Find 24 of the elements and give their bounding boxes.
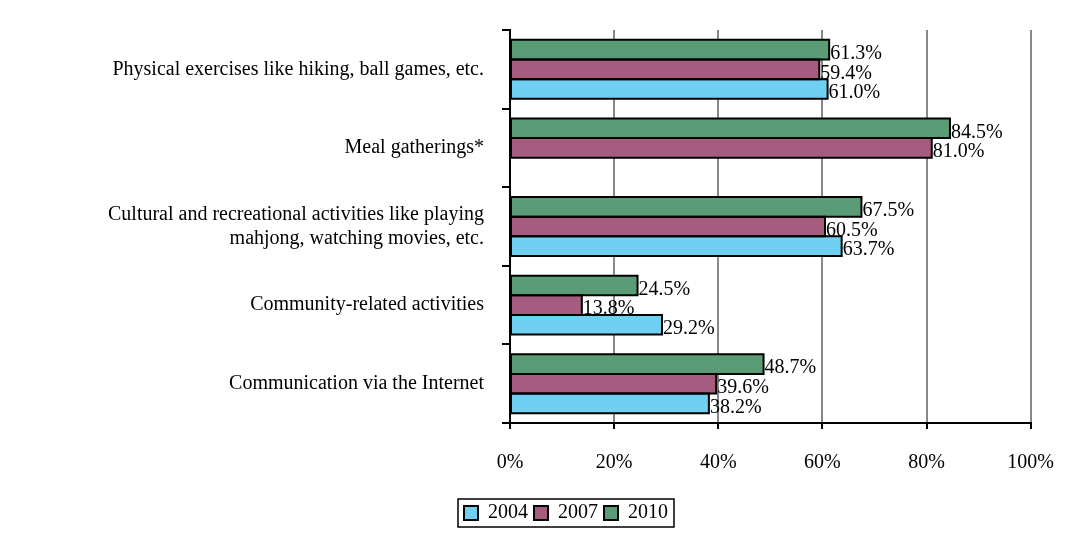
legend-label: 2004 — [488, 500, 528, 523]
data-label: 24.5% — [638, 276, 691, 299]
data-label: 61.3% — [830, 40, 882, 63]
y-tick-label: Meal gatherings* — [344, 135, 484, 159]
legend-label: 2007 — [558, 500, 598, 523]
x-tick-label: 20% — [595, 450, 633, 473]
data-label: 13.8% — [582, 296, 635, 319]
data-label: 84.5% — [950, 119, 1003, 142]
x-tick-label: 0% — [496, 450, 524, 473]
y-tick-label: Cultural and recreational activities like playing mahjong, watching movies, etc. — [107, 201, 484, 249]
data-label: 63.7% — [842, 237, 895, 260]
data-label: 29.2% — [663, 316, 715, 338]
x-tick-label: 60% — [804, 450, 841, 473]
data-label: 59.4% — [820, 60, 872, 83]
x-tick-label: 40% — [699, 450, 737, 473]
data-label: 38.2% — [709, 394, 762, 417]
y-tick-label: Community-related activities — [250, 292, 485, 316]
data-label: 61.0% — [828, 80, 881, 103]
data-label: 81.0% — [932, 139, 985, 162]
y-tick-label: Physical exercises like hiking, ball games, etc. — [112, 56, 484, 80]
x-tick-label: 100% — [1007, 450, 1055, 473]
y-tick-label: Communication via the Internet — [229, 370, 485, 393]
legend-label: 2010 — [628, 500, 668, 523]
x-tick-label: 80% — [908, 450, 945, 473]
